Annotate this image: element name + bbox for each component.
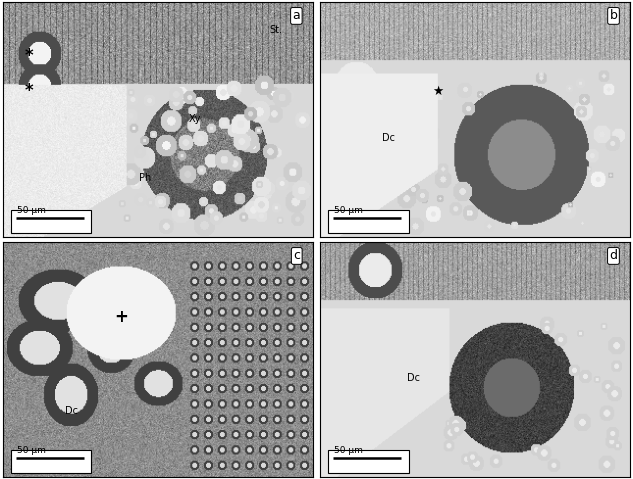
Text: Xy: Xy [189,114,201,125]
Text: ★: ★ [432,85,444,98]
Text: Dc: Dc [407,373,420,383]
Bar [328,210,408,233]
Text: 50 μm: 50 μm [334,206,363,215]
Bar [11,450,91,473]
Text: 50 μm: 50 μm [334,446,363,455]
Text: +: + [114,308,128,326]
Text: St.: St. [269,25,282,35]
Text: 50 μm: 50 μm [17,446,46,455]
Text: *: * [25,82,34,101]
Bar [328,450,408,473]
Text: 50 μm: 50 μm [17,206,46,215]
Bar [11,210,91,233]
Text: d: d [610,250,617,262]
Text: b: b [610,10,617,23]
Text: a: a [292,10,300,23]
Text: c: c [293,250,300,262]
Text: Dc: Dc [65,406,78,416]
Text: Dc: Dc [382,133,395,143]
Text: *: * [25,47,34,65]
Text: Ph: Ph [139,173,152,183]
